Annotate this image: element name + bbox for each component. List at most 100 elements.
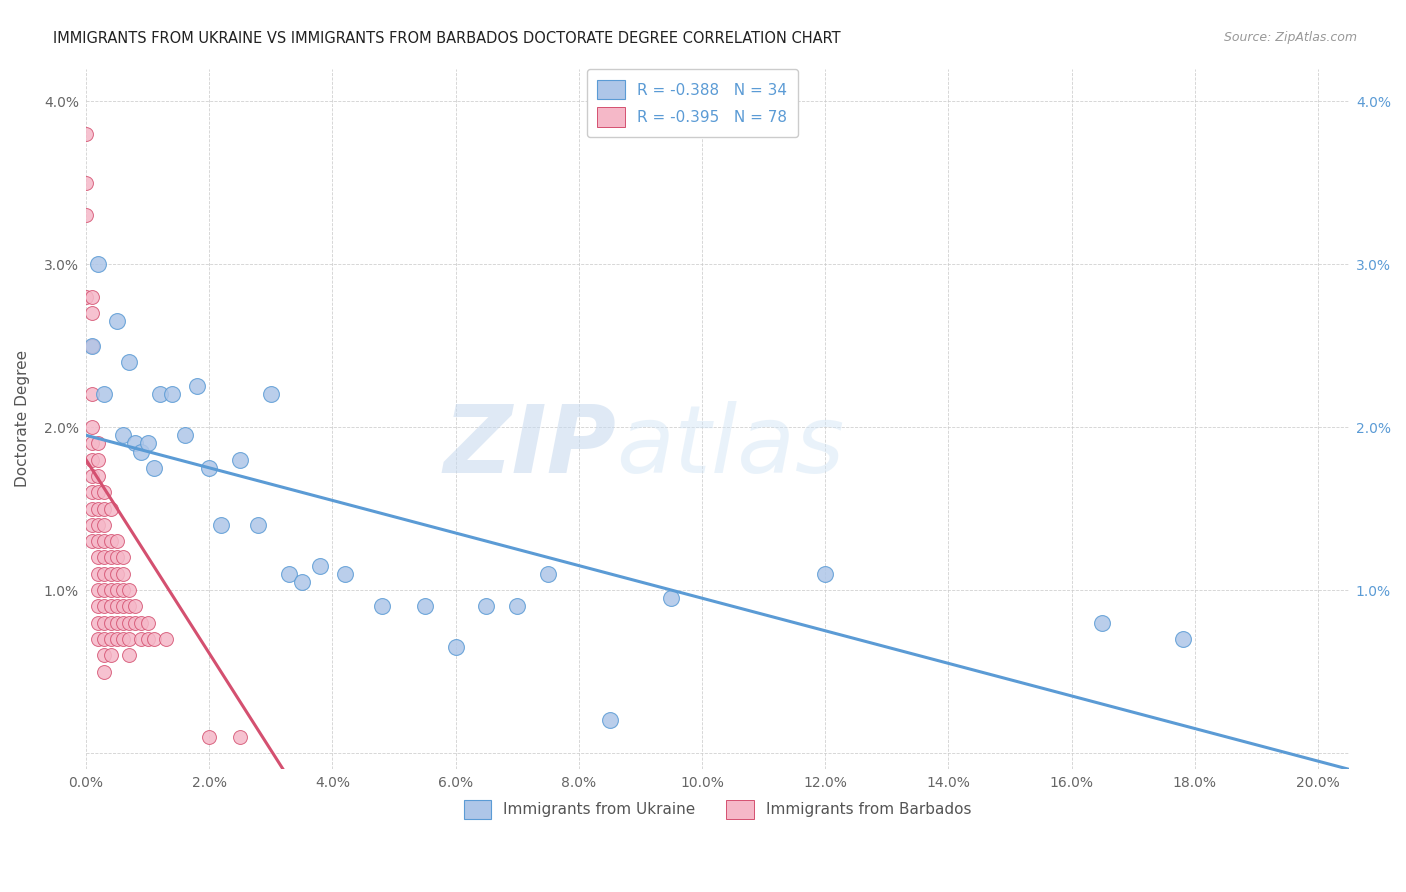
Point — [278, 566, 301, 581]
Point — [100, 566, 122, 581]
Point — [82, 290, 104, 304]
Point — [87, 599, 110, 614]
Point — [155, 632, 177, 646]
Point — [82, 517, 104, 532]
Point — [93, 582, 115, 597]
Point — [111, 599, 134, 614]
Point — [105, 615, 128, 630]
Point — [111, 632, 134, 646]
Point — [814, 566, 837, 581]
Point — [93, 387, 115, 401]
Legend: Immigrants from Ukraine, Immigrants from Barbados: Immigrants from Ukraine, Immigrants from… — [457, 794, 977, 825]
Point — [118, 582, 141, 597]
Point — [124, 599, 146, 614]
Point — [142, 632, 165, 646]
Point — [93, 615, 115, 630]
Point — [82, 485, 104, 500]
Point — [131, 632, 153, 646]
Point — [75, 290, 97, 304]
Point — [111, 615, 134, 630]
Point — [537, 566, 560, 581]
Point — [105, 566, 128, 581]
Point — [475, 599, 498, 614]
Point — [82, 501, 104, 516]
Point — [100, 648, 122, 663]
Point — [118, 599, 141, 614]
Text: ZIP: ZIP — [443, 401, 616, 493]
Point — [82, 436, 104, 450]
Point — [82, 452, 104, 467]
Point — [136, 436, 159, 450]
Point — [93, 599, 115, 614]
Point — [82, 420, 104, 434]
Point — [247, 517, 270, 532]
Point — [100, 615, 122, 630]
Point — [75, 208, 97, 222]
Point — [136, 615, 159, 630]
Point — [111, 566, 134, 581]
Point — [198, 460, 221, 475]
Point — [105, 582, 128, 597]
Point — [93, 501, 115, 516]
Point — [100, 582, 122, 597]
Point — [87, 452, 110, 467]
Point — [87, 632, 110, 646]
Point — [100, 550, 122, 565]
Point — [149, 387, 172, 401]
Point — [100, 599, 122, 614]
Point — [118, 632, 141, 646]
Point — [111, 428, 134, 442]
Point — [87, 550, 110, 565]
Point — [173, 428, 195, 442]
Point — [87, 582, 110, 597]
Point — [87, 469, 110, 483]
Point — [105, 632, 128, 646]
Point — [87, 257, 110, 271]
Point — [291, 574, 314, 589]
Point — [82, 387, 104, 401]
Point — [124, 615, 146, 630]
Point — [100, 501, 122, 516]
Point — [131, 444, 153, 458]
Point — [93, 632, 115, 646]
Point — [111, 550, 134, 565]
Point — [93, 534, 115, 549]
Point — [506, 599, 529, 614]
Point — [100, 632, 122, 646]
Point — [100, 534, 122, 549]
Point — [370, 599, 392, 614]
Point — [142, 460, 165, 475]
Text: Source: ZipAtlas.com: Source: ZipAtlas.com — [1223, 31, 1357, 45]
Point — [131, 615, 153, 630]
Point — [229, 452, 252, 467]
Point — [87, 566, 110, 581]
Point — [93, 517, 115, 532]
Point — [87, 501, 110, 516]
Point — [118, 648, 141, 663]
Point — [211, 517, 233, 532]
Point — [87, 485, 110, 500]
Point — [659, 591, 682, 606]
Point — [105, 534, 128, 549]
Point — [87, 436, 110, 450]
Point — [309, 558, 332, 573]
Text: IMMIGRANTS FROM UKRAINE VS IMMIGRANTS FROM BARBADOS DOCTORATE DEGREE CORRELATION: IMMIGRANTS FROM UKRAINE VS IMMIGRANTS FR… — [53, 31, 841, 46]
Point — [105, 550, 128, 565]
Point — [111, 582, 134, 597]
Point — [160, 387, 183, 401]
Point — [136, 632, 159, 646]
Point — [82, 338, 104, 352]
Text: atlas: atlas — [616, 401, 845, 492]
Point — [93, 648, 115, 663]
Point — [105, 314, 128, 328]
Point — [93, 566, 115, 581]
Point — [186, 379, 208, 393]
Point — [413, 599, 436, 614]
Point — [599, 714, 621, 728]
Point — [93, 665, 115, 679]
Point — [229, 730, 252, 744]
Point — [82, 534, 104, 549]
Point — [444, 640, 467, 654]
Point — [260, 387, 283, 401]
Point — [333, 566, 356, 581]
